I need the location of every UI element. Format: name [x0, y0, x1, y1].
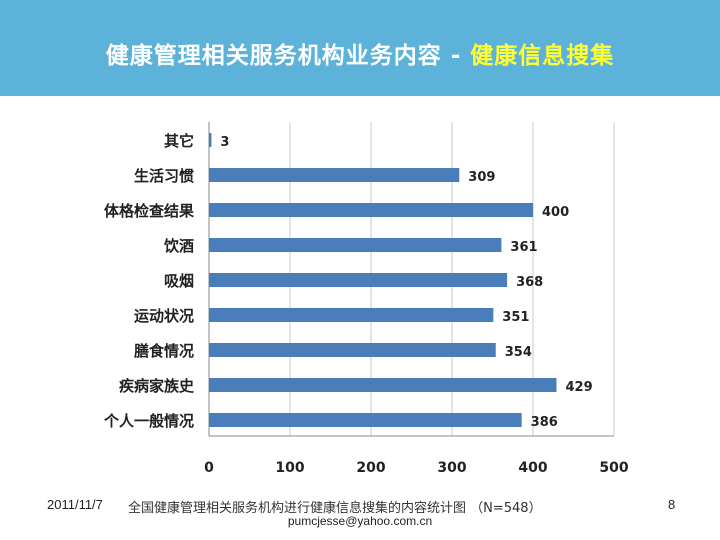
x-tick-label: 0 — [204, 460, 214, 476]
data-label: 400 — [542, 205, 569, 220]
bar — [209, 168, 460, 182]
x-tick-label: 400 — [518, 460, 547, 476]
data-label: 354 — [505, 345, 532, 360]
data-label: 368 — [516, 275, 543, 290]
bar — [209, 413, 522, 427]
data-label: 361 — [510, 240, 537, 255]
slide-header: 健康管理相关服务机构业务内容 - 健康信息搜集 — [0, 0, 720, 96]
title-highlight: 健康信息搜集 — [470, 43, 615, 69]
category-label: 个人一般情况 — [103, 412, 194, 430]
category-label: 饮酒 — [163, 237, 194, 255]
bar — [209, 133, 212, 147]
x-tick-label: 100 — [275, 460, 304, 476]
x-tick-label: 200 — [356, 460, 385, 476]
bar — [209, 273, 508, 287]
chart-caption: 全国健康管理相关服务机构进行健康信息搜集的内容统计图 （N=548） — [128, 501, 542, 516]
category-label: 运动状况 — [134, 307, 194, 325]
category-label: 体格检查结果 — [104, 202, 195, 220]
page-number: 8 — [668, 497, 676, 512]
author-email: pumcjesse@yahoo.com.cn — [287, 514, 433, 528]
bar — [209, 343, 496, 357]
bar — [209, 203, 533, 217]
data-label: 309 — [468, 170, 495, 185]
slide-title: 健康管理相关服务机构业务内容 - 健康信息搜集 — [0, 36, 720, 70]
bar-chart: 0 100 200 300 400 500 其它 3 生活习惯 309 体格检查结果 400 饮酒 361… — [103, 122, 629, 476]
data-label: 429 — [565, 380, 592, 395]
slide-date: 2011/11/7 — [47, 497, 103, 512]
data-label: 351 — [502, 310, 529, 325]
category-label: 吸烟 — [164, 272, 194, 290]
category-label: 膳食情况 — [134, 342, 194, 360]
x-tick-label: 500 — [599, 460, 628, 476]
bar — [209, 378, 557, 392]
x-tick-label: 300 — [437, 460, 466, 476]
category-label: 生活习惯 — [134, 167, 194, 185]
bar — [209, 238, 502, 252]
category-label: 疾病家族史 — [119, 377, 195, 395]
bar — [209, 308, 494, 322]
category-label: 其它 — [164, 132, 194, 150]
data-label: 386 — [531, 415, 558, 430]
title-main: 健康管理相关服务机构业务内容 - — [105, 43, 471, 69]
data-label: 3 — [220, 135, 229, 150]
